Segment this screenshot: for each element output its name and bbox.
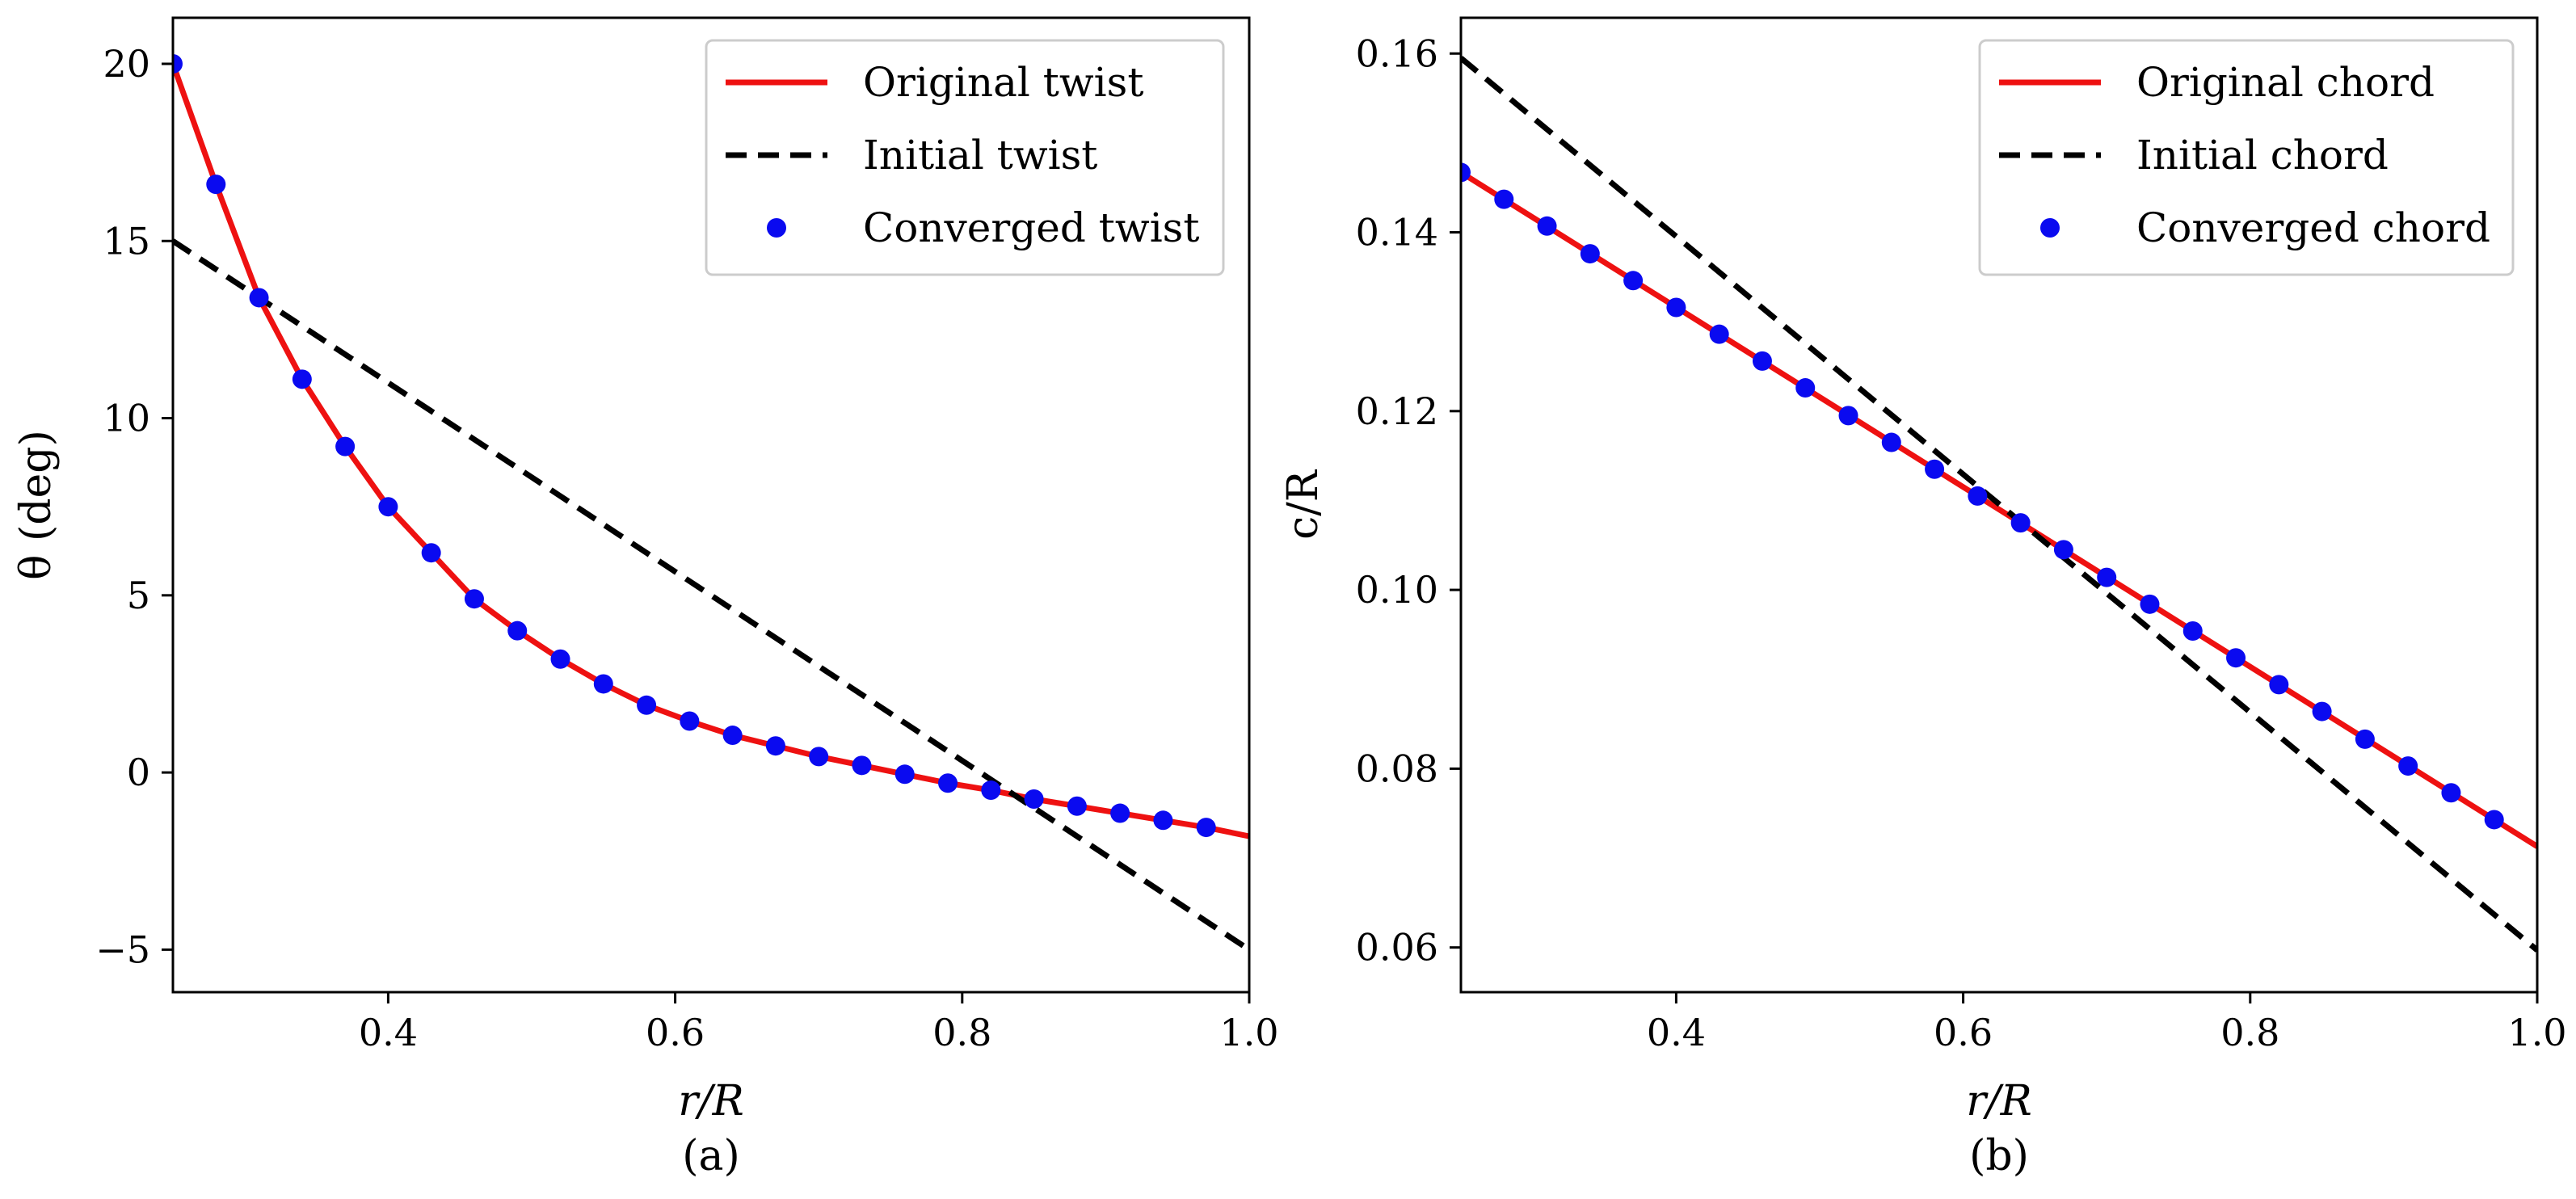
data-point [507,621,528,641]
legend-label: Original twist [863,59,1143,106]
data-point [1838,406,1858,426]
x-axis-label: r/R [678,1077,744,1125]
y-tick-label: 0.14 [1356,211,1438,255]
legend-label: Initial chord [2136,132,2389,179]
data-point [1666,297,1686,318]
y-tick-label: 20 [103,42,150,86]
data-point [249,288,269,308]
x-tick-label: 0.4 [1647,1011,1706,1054]
data-point [593,674,613,694]
y-axis-label: θ (deg) [12,430,61,580]
y-tick-label: 5 [127,574,150,617]
y-tick-label: 0.08 [1356,747,1438,790]
data-point [421,543,441,563]
x-tick-label: 0.4 [359,1011,418,1054]
y-tick-label: 0.06 [1356,926,1438,970]
legend-swatch [767,218,786,238]
series-line-initial-chord [1461,56,2537,953]
panel-caption: (a) [682,1132,740,1180]
data-point [2182,621,2203,642]
data-point [1196,818,1216,838]
data-point [550,649,570,669]
y-tick-label: 0 [127,751,150,794]
legend: Original chord Initial chord Converged cho… [1978,39,2515,276]
data-point [292,369,312,389]
data-point [2010,513,2031,533]
data-point [173,54,183,74]
data-point [2484,810,2504,830]
data-point [852,755,872,776]
x-tick-label: 1.0 [2507,1011,2566,1054]
data-point [2140,594,2160,614]
data-point [1494,189,1514,209]
x-tick-label: 0.8 [932,1011,991,1054]
axes-frame [171,16,1251,994]
data-point [2226,648,2246,668]
legend: Original twist Initial twist Converged twi… [705,39,1225,276]
legend-label: Initial twist [863,132,1097,179]
legend-label: Converged chord [2136,204,2490,251]
data-point [938,773,958,793]
data-point [2053,540,2073,560]
data-point [1623,271,1644,291]
y-tick-label: 0.16 [1356,32,1438,75]
legend-swatch [2040,218,2060,238]
y-tick-label: 10 [103,397,150,440]
legend-label: Original chord [2136,59,2435,106]
panel-b: 0.4 0.6 0.8 1.0 0.06 0.08 0.10 0.12 0.14 0.16 r/R c… [1279,16,2567,1180]
data-point [1925,459,1945,479]
data-point [2097,567,2117,587]
legend-box [705,39,1225,276]
data-point [1024,789,1044,809]
x-tick-label: 0.8 [2220,1011,2279,1054]
plot-area [173,54,1249,953]
panel-caption: (b) [1969,1132,2029,1180]
data-point [1110,803,1130,823]
y-tick-label: 0.10 [1356,568,1438,612]
data-point [378,497,398,517]
data-point [637,695,657,715]
data-point [1795,378,1816,398]
legend-box [1978,39,2515,276]
data-point [1881,432,1901,452]
data-point [1067,796,1087,816]
data-point [464,589,484,609]
data-point [2398,756,2418,776]
panel-a: 0.4 0.6 0.8 1.0 −5 0 5 10 15 20 r/R θ (deg) (a) Origi… [12,16,1279,1180]
y-tick-label: 0.12 [1356,389,1438,433]
data-point [2312,701,2332,722]
data-point [981,780,1001,801]
data-point [1153,810,1173,831]
data-point [722,726,743,746]
y-axis-label: c/R [1279,469,1328,540]
legend-label: Converged twist [863,204,1199,251]
data-point [1537,216,1557,236]
x-tick-label: 0.6 [646,1011,705,1054]
data-point [206,175,226,195]
x-tick-label: 1.0 [1219,1011,1278,1054]
data-point [2355,729,2375,749]
x-axis-label: r/R [1966,1077,2032,1125]
plot-area [1461,56,2537,953]
data-point [809,747,829,767]
data-point [1461,162,1471,183]
y-tick-label: −5 [95,928,150,971]
data-point [894,764,915,785]
data-point [1709,324,1729,344]
data-point [1752,351,1772,371]
data-point [765,736,785,756]
axes-frame [1459,16,2539,994]
data-point [1580,244,1600,264]
series-line-initial-twist [173,238,1249,953]
data-point [680,711,700,731]
data-point [2269,675,2289,695]
x-tick-label: 0.6 [1934,1011,1993,1054]
y-tick-label: 15 [103,219,150,263]
data-point [335,436,356,456]
data-point [1968,486,1988,506]
data-point [2441,783,2461,803]
